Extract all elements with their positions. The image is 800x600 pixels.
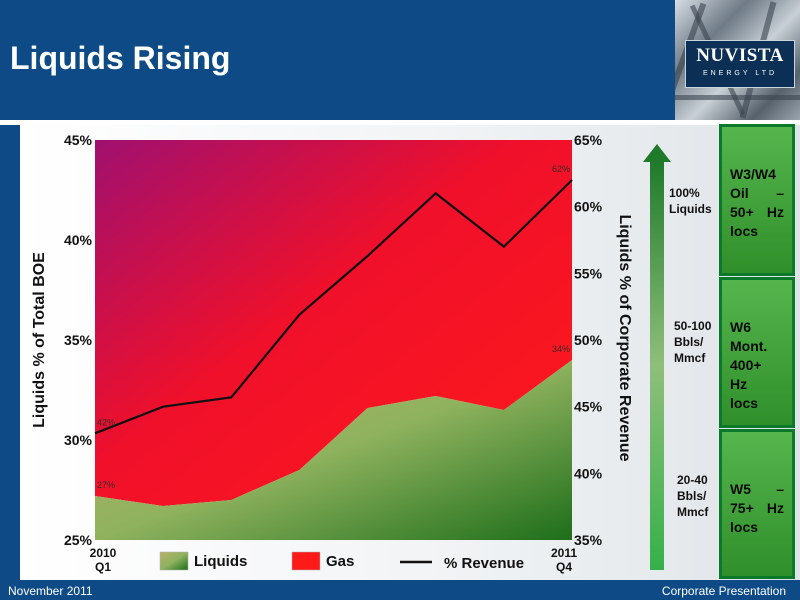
footer-bar bbox=[0, 580, 800, 600]
legend-gas-label: Gas bbox=[326, 553, 354, 570]
gas-area bbox=[95, 140, 572, 506]
arrow-label-line: 100% bbox=[669, 186, 700, 200]
arrow-head bbox=[643, 144, 671, 162]
data-label: 42% bbox=[97, 417, 115, 427]
right-tick-label: 60% bbox=[574, 199, 603, 215]
arrow-label-top: 100% Liquids bbox=[669, 185, 712, 217]
x-start-label: Q1 bbox=[95, 560, 111, 574]
legend-gas-swatch bbox=[291, 551, 321, 571]
legend-liquids-swatch bbox=[159, 551, 189, 571]
right-tick-label: 35% bbox=[574, 532, 603, 548]
left-tick-label: 30% bbox=[64, 432, 93, 448]
arrow-label-middle: 50-100 Bbls/Mmcf bbox=[674, 318, 711, 366]
play-box-1: W3/W4 Oil – 50+ Hz locs bbox=[719, 124, 795, 276]
arrow-label-line: 20-40 bbox=[677, 473, 708, 487]
logo-wordmark: NUVISTA bbox=[696, 45, 784, 66]
x-end-label: Q4 bbox=[556, 560, 572, 574]
data-label: 34% bbox=[552, 344, 570, 354]
play-box-line: locs bbox=[730, 395, 759, 411]
play-box-line: W3/W4 bbox=[730, 166, 776, 182]
right-tick-label: 50% bbox=[574, 332, 603, 348]
slide-title: Liquids Rising bbox=[10, 40, 231, 76]
right-tick-label: 55% bbox=[574, 265, 603, 281]
play-box-line: 50+ Hz bbox=[730, 204, 784, 220]
play-box-3: W5 – 75+ Hz locs bbox=[719, 429, 795, 579]
footer-date: November 2011 bbox=[8, 584, 93, 598]
revenue-line bbox=[94, 179, 573, 435]
arrow-label-line: Liquids bbox=[669, 202, 712, 216]
header-bar bbox=[0, 0, 675, 120]
arrow-label-line: Bbls/ bbox=[677, 489, 707, 503]
play-box-line: Oil – bbox=[730, 185, 784, 201]
left-tick-label: 35% bbox=[64, 332, 93, 348]
play-box-line: locs bbox=[730, 519, 759, 535]
liquids-area bbox=[95, 360, 572, 540]
data-label: 62% bbox=[552, 164, 570, 174]
arrow-shaft bbox=[650, 160, 664, 570]
left-tick-label: 40% bbox=[64, 232, 93, 248]
right-tick-label: 40% bbox=[574, 465, 603, 481]
right-tick-label: 45% bbox=[574, 399, 603, 415]
arrow-label-line: Mmcf bbox=[677, 505, 709, 519]
play-box-line: Mont. bbox=[730, 338, 768, 354]
play-box-line: 400+ bbox=[730, 357, 762, 373]
play-box-line: Hz bbox=[730, 376, 748, 392]
right-axis-title: Liquids % of Corporate Revenue bbox=[616, 214, 633, 461]
left-tick-label: 45% bbox=[64, 132, 93, 148]
play-box-line: locs bbox=[730, 223, 759, 239]
footer-presentation-name: Corporate Presentation bbox=[661, 584, 786, 598]
x-start-label: 2010 bbox=[90, 546, 117, 560]
arrow-label-bottom: 20-40 Bbls/Mmcf bbox=[677, 472, 708, 520]
legend-revenue-label: % Revenue bbox=[444, 555, 524, 572]
data-label: 27% bbox=[97, 480, 115, 490]
logo-subtitle: ENERGY LTD bbox=[702, 70, 778, 77]
x-end-label: 2011 bbox=[551, 546, 577, 560]
play-box-line: W5 – bbox=[730, 481, 784, 497]
play-box-line: 75+ Hz bbox=[730, 500, 784, 516]
arrow-label-line: Bbls/ bbox=[674, 335, 704, 349]
arrow-label-line: Mmcf bbox=[674, 351, 706, 365]
right-tick-label: 65% bbox=[574, 132, 603, 148]
left-tick-label: 25% bbox=[64, 532, 93, 548]
arrow-label-line: 50-100 bbox=[674, 319, 712, 333]
legend-liquids-label: Liquids bbox=[194, 553, 247, 570]
left-stripe bbox=[0, 125, 20, 580]
play-box-2: W6 Mont. 400+ Hz locs bbox=[719, 277, 795, 428]
left-axis-title: Liquids % of Total BOE bbox=[31, 252, 48, 428]
play-box-line: W6 bbox=[730, 319, 751, 335]
company-logo: NUVISTA ENERGY LTD bbox=[685, 40, 795, 88]
